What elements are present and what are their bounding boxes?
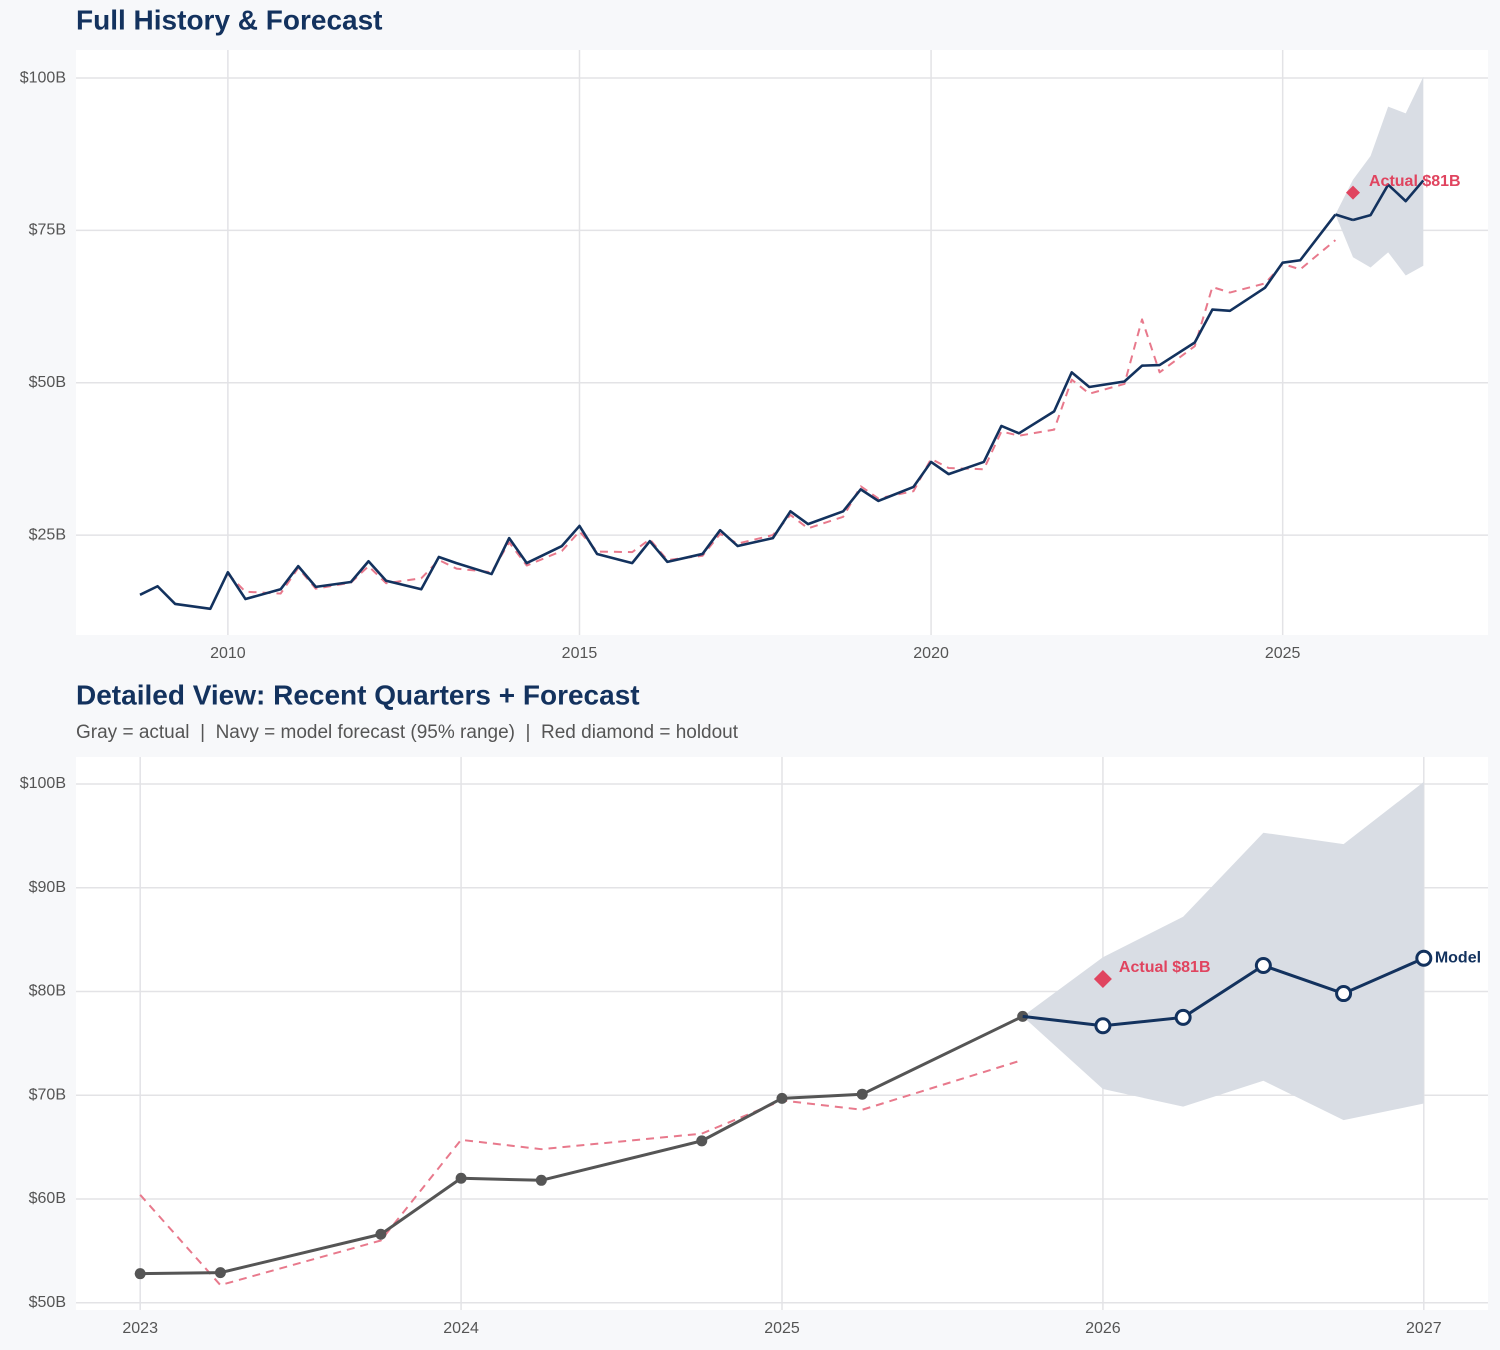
fitted-line — [139, 1059, 1023, 1287]
forecast-band — [1335, 76, 1424, 276]
chart-title: Detailed View: Recent Quarters + Forecas… — [76, 679, 640, 710]
y-tick-label: $25B — [29, 526, 66, 543]
y-tick-label: $100B — [20, 775, 66, 792]
y-tick-label: $90B — [29, 879, 66, 896]
y-tick-label: $50B — [29, 1294, 66, 1311]
point — [134, 1268, 146, 1280]
x-tick-label: 2027 — [1406, 1320, 1442, 1337]
point — [1174, 1008, 1192, 1026]
x-tick-label: 2025 — [1265, 645, 1301, 662]
point — [1335, 985, 1353, 1003]
plot-area — [76, 50, 1488, 635]
x-tick-label: 2010 — [210, 645, 246, 662]
annotation-label: Actual $81B — [1369, 173, 1461, 190]
point — [696, 1135, 708, 1147]
chart-subtitle: Gray = actual | Navy = model forecast (9… — [76, 722, 739, 743]
series-end-label: Model — [1435, 949, 1481, 966]
series-line — [139, 213, 1337, 611]
point — [1254, 957, 1272, 975]
y-tick-label: $70B — [29, 1086, 66, 1103]
x-tick-label: 2024 — [443, 1320, 479, 1337]
x-tick-label: 2015 — [562, 645, 598, 662]
point — [1415, 949, 1433, 967]
point — [1094, 1017, 1112, 1035]
point — [535, 1174, 547, 1186]
point — [856, 1088, 868, 1100]
x-tick-label: 2023 — [122, 1320, 158, 1337]
y-tick-label: $80B — [29, 983, 66, 1000]
chart-title: Full History & Forecast — [76, 4, 383, 35]
forecast-connector — [1022, 1014, 1104, 1028]
y-tick-label: $50B — [29, 374, 66, 391]
series-line — [1352, 179, 1425, 222]
y-tick-label: $75B — [29, 222, 66, 239]
point — [776, 1092, 788, 1104]
x-tick-label: 2026 — [1085, 1320, 1121, 1337]
holdout-diamond — [1345, 185, 1360, 200]
y-tick-label: $100B — [20, 69, 66, 86]
annotation-label: Actual $81B — [1119, 959, 1211, 976]
point — [214, 1267, 226, 1279]
x-tick-label: 2020 — [913, 645, 949, 662]
y-tick-label: $60B — [29, 1190, 66, 1207]
point — [455, 1172, 467, 1184]
x-tick-label: 2025 — [764, 1320, 800, 1337]
forecast-connector — [1335, 213, 1354, 222]
point — [375, 1228, 387, 1240]
forecast-band — [1022, 781, 1424, 1121]
holdout-diamond — [1093, 970, 1112, 989]
